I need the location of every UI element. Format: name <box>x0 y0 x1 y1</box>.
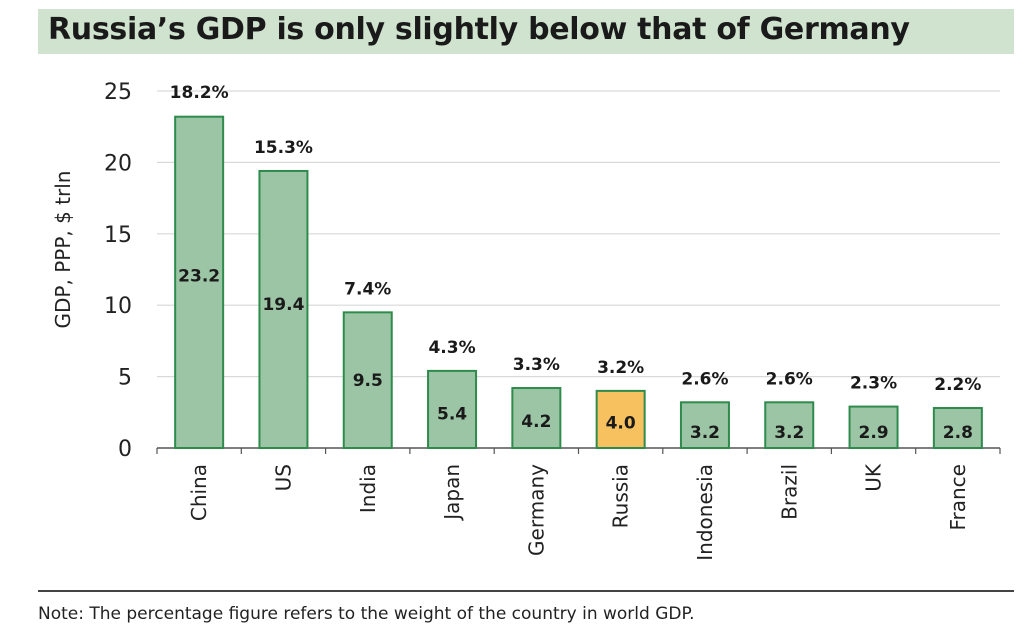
value-label: 3.2 <box>774 423 804 443</box>
y-tick-label: 5 <box>118 366 132 391</box>
share-label: 3.2% <box>597 358 644 378</box>
x-tick-label: Russia <box>609 464 633 528</box>
x-tick-label: UK <box>862 463 886 492</box>
share-label: 3.3% <box>513 355 560 375</box>
y-tick-label: 20 <box>104 151 132 176</box>
bar-us <box>258 169 309 450</box>
value-label: 4.0 <box>606 413 636 433</box>
bar-india <box>342 311 393 449</box>
chart-title: Russia’s GDP is only slightly below that… <box>48 12 910 47</box>
y-axis-label: GDP, PPP, $ trln <box>51 171 75 329</box>
note-divider <box>38 590 1014 592</box>
y-tick-label: 10 <box>104 294 132 319</box>
x-tick-label: Germany <box>524 464 548 556</box>
bar-china <box>174 115 225 449</box>
bar-japan <box>427 369 478 449</box>
share-label: 2.6% <box>766 369 813 389</box>
y-tick-label: 25 <box>104 80 132 105</box>
x-tick-label: US <box>271 464 295 491</box>
share-label: 2.2% <box>934 375 981 395</box>
value-label: 5.4 <box>437 404 467 424</box>
x-tick-label: Brazil <box>777 464 801 520</box>
bar-russia <box>595 389 646 450</box>
share-label: 2.3% <box>850 374 897 394</box>
value-label: 23.2 <box>178 267 220 287</box>
value-label: 19.4 <box>262 295 304 315</box>
share-label: 15.3% <box>254 138 313 158</box>
value-label: 9.5 <box>353 371 383 391</box>
y-tick-label: 15 <box>104 223 132 248</box>
bar-uk <box>848 405 899 450</box>
x-tick-label: Indonesia <box>693 464 717 561</box>
y-tick-label: 0 <box>118 437 132 462</box>
value-label: 2.8 <box>943 423 973 443</box>
share-label: 7.4% <box>344 279 391 299</box>
bar-brazil <box>764 401 815 449</box>
bar-chart: 0 5 10 15 20 25 GDP, PPP, $ trln 23.2 18.2% China… <box>51 80 1001 561</box>
title-bar: Russia’s GDP is only slightly below that… <box>38 9 1014 54</box>
share-label: 18.2% <box>170 83 229 103</box>
bar-germany <box>511 387 562 449</box>
x-tick-label: Japan <box>440 464 464 522</box>
value-label: 4.2 <box>521 412 551 432</box>
bar-france <box>932 407 983 449</box>
x-tick-label: China <box>187 464 211 521</box>
value-label: 2.9 <box>858 423 888 443</box>
x-tick-label: India <box>356 464 380 513</box>
bar-indonesia <box>679 401 730 449</box>
value-label: 3.2 <box>690 423 720 443</box>
share-label: 2.6% <box>681 369 728 389</box>
chart-note: Note: The percentage figure refers to th… <box>38 604 695 624</box>
share-label: 4.3% <box>428 338 475 358</box>
x-tick-label: France <box>946 464 970 531</box>
